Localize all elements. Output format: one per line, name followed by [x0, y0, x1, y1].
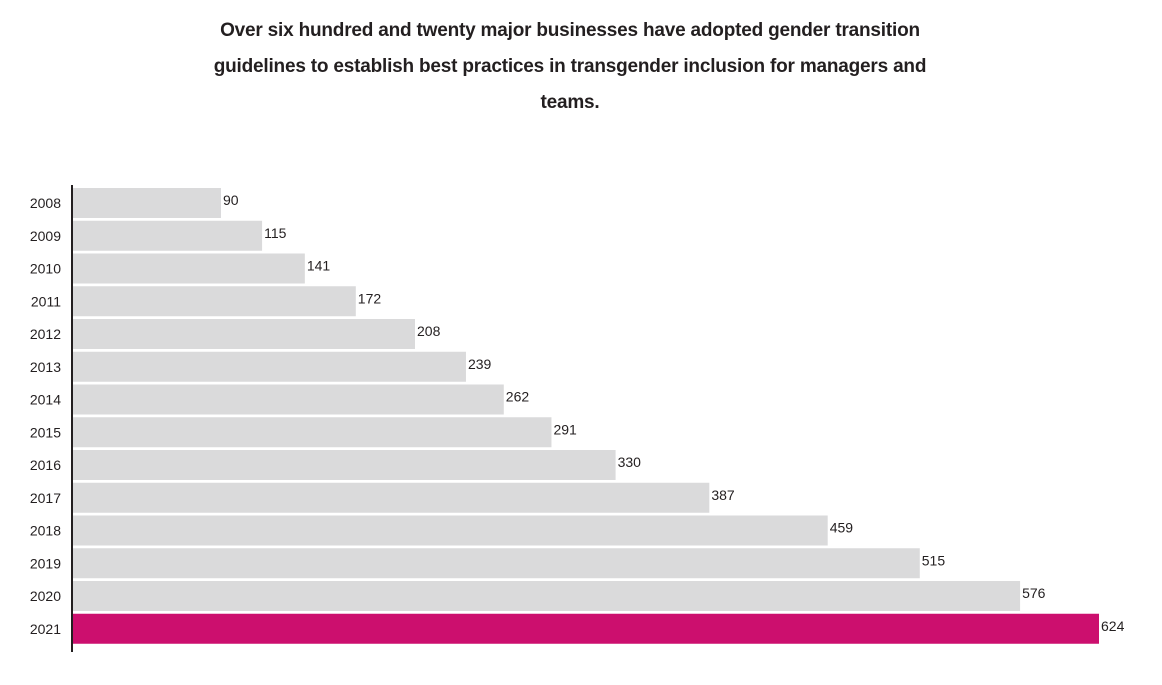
y-tick-label-2009: 2009	[30, 228, 61, 244]
bar-2010	[73, 253, 305, 284]
y-tick-label-2014: 2014	[30, 392, 61, 408]
bar-2019	[73, 548, 920, 579]
y-tick-label-2011: 2011	[31, 293, 61, 309]
bar-2015	[73, 417, 552, 448]
y-tick-label-2015: 2015	[30, 424, 61, 440]
y-tick-label-2021: 2021	[30, 621, 61, 637]
bar-2017	[73, 482, 710, 513]
bar-2009	[73, 220, 263, 251]
bar-2012	[73, 319, 415, 349]
y-tick-label-2019: 2019	[30, 555, 61, 571]
bar-2020	[73, 581, 1021, 611]
bar-2014	[73, 384, 504, 415]
y-tick-label-2012: 2012	[30, 326, 61, 342]
value-label-2012: 208	[417, 323, 441, 339]
y-tick-label-2010: 2010	[30, 261, 61, 277]
y-tick-label-2013: 2013	[30, 359, 61, 375]
value-label-2020: 576	[1022, 585, 1046, 601]
bar-2013	[73, 351, 466, 382]
bar-2018	[73, 515, 828, 546]
value-label-2019: 515	[922, 552, 946, 568]
y-tick-label-2017: 2017	[30, 490, 61, 506]
bar-2008	[73, 188, 221, 218]
value-label-2016: 330	[618, 454, 642, 470]
value-label-2009: 115	[264, 225, 287, 241]
y-tick-label-2016: 2016	[30, 457, 61, 473]
bar-2016	[73, 450, 616, 480]
y-tick-label-2018: 2018	[30, 523, 61, 539]
labels-layer: 2008 90 2009 115 2010 141 2011 172 2012 208 2013 23…	[30, 192, 1125, 637]
value-label-2010: 141	[307, 258, 331, 274]
y-tick-label-2020: 2020	[30, 588, 61, 604]
value-label-2011: 172	[358, 290, 382, 306]
value-label-2021: 624	[1101, 618, 1125, 634]
value-label-2008: 90	[223, 192, 239, 208]
bars-layer	[73, 188, 1099, 644]
value-label-2018: 459	[830, 520, 854, 536]
value-label-2017: 387	[711, 487, 735, 503]
value-label-2014: 262	[506, 389, 530, 405]
bar-2011	[73, 286, 356, 317]
bar-2021	[73, 613, 1099, 644]
value-label-2013: 239	[468, 356, 492, 372]
chart-title: Over six hundred and twenty major busine…	[213, 20, 927, 113]
value-label-2015: 291	[553, 421, 577, 437]
y-tick-label-2008: 2008	[30, 195, 61, 211]
